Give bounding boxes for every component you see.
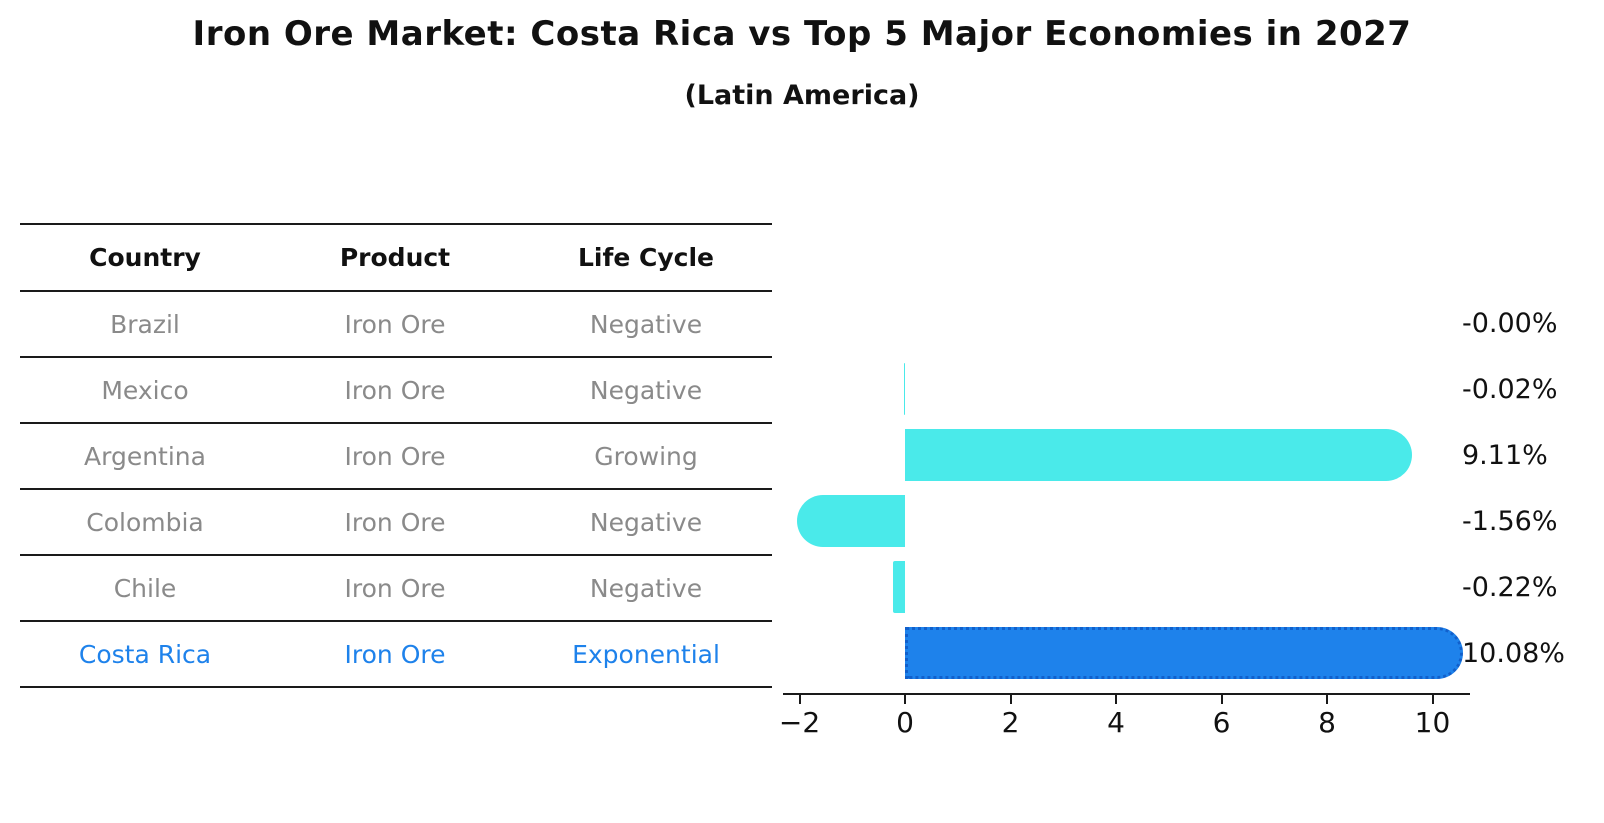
x-axis-tick <box>1009 695 1012 704</box>
x-axis-tick <box>1220 695 1223 704</box>
column-header-life-cycle: Life Cycle <box>577 243 715 272</box>
table-cell-product: Iron Ore <box>344 507 446 537</box>
table-cell-product: Iron Ore <box>344 441 446 471</box>
table-header-row: Country Product Life Cycle <box>20 223 772 290</box>
table-row: Brazil Iron Ore Negative <box>20 290 772 356</box>
x-axis-tick-label: 4 <box>1107 706 1125 739</box>
bar-colombia <box>796 495 905 547</box>
table-cell-life-cycle: Negative <box>589 375 703 405</box>
x-axis-tick-label: 0 <box>896 706 914 739</box>
table-cell-country: Costa Rica <box>78 639 212 669</box>
x-axis-tick-label: 2 <box>1001 706 1020 739</box>
table-cell-country: Brazil <box>110 309 180 339</box>
table-cell-country: Chile <box>113 573 177 603</box>
table-cell-product: Iron Ore <box>344 639 446 669</box>
table-cell-country: Argentina <box>84 441 206 471</box>
column-header-country: Country <box>89 243 201 272</box>
bar-value-label: 10.08% <box>1462 637 1565 669</box>
table-cell-product: Iron Ore <box>344 375 446 405</box>
x-axis-tick-label: 8 <box>1318 706 1336 739</box>
table-cell-life-cycle: Exponential <box>572 639 720 669</box>
table-row: Mexico Iron Ore Negative <box>20 356 772 422</box>
x-axis-line <box>783 693 1470 695</box>
bar-value-label: 9.11% <box>1462 439 1548 471</box>
table-cell-life-cycle: Growing <box>594 441 698 471</box>
bar-chile <box>893 561 905 613</box>
table-cell-life-cycle: Negative <box>589 507 703 537</box>
table-row: Colombia Iron Ore Negative <box>20 488 772 554</box>
table-cell-country: Colombia <box>86 507 204 537</box>
x-axis-tick <box>904 695 906 704</box>
x-axis-tick <box>1431 695 1434 704</box>
column-header-product: Product <box>339 243 451 272</box>
x-axis-tick <box>798 695 801 704</box>
table-cell-life-cycle: Negative <box>589 573 703 603</box>
x-axis-tick-label: 6 <box>1212 706 1231 739</box>
bar-value-label: -0.00% <box>1462 307 1558 339</box>
table-cell-product: Iron Ore <box>344 309 446 339</box>
x-axis-tick-label: −2 <box>778 706 821 739</box>
table-cell-life-cycle: Negative <box>589 309 703 339</box>
bar-value-label: -0.22% <box>1462 571 1558 603</box>
table-cell-product: Iron Ore <box>344 573 446 603</box>
country-table: Country Product Life Cycle Brazil Iron Or… <box>20 223 772 688</box>
table-cell-country: Mexico <box>101 375 189 405</box>
chart-title: Iron Ore Market: Costa Rica vs Top 5 Maj… <box>192 14 1412 54</box>
table-row: Chile Iron Ore Negative <box>20 554 772 620</box>
x-axis-tick-label: 10 <box>1414 706 1451 739</box>
bar-costa-rica <box>905 627 1463 679</box>
x-axis-tick <box>1115 695 1117 704</box>
bar-value-label: -1.56% <box>1462 505 1558 537</box>
bar-argentina <box>905 429 1412 481</box>
chart-subtitle: (Latin America) <box>684 80 920 111</box>
table-row: Argentina Iron Ore Growing <box>20 422 772 488</box>
table-row: Costa Rica Iron Ore Exponential <box>20 620 772 686</box>
table-body: Brazil Iron Ore Negative Mexico Iron Ore Nega… <box>20 290 772 686</box>
bar-value-label: -0.02% <box>1462 373 1558 405</box>
x-axis-tick <box>1326 695 1328 704</box>
bar-mexico <box>903 363 905 415</box>
